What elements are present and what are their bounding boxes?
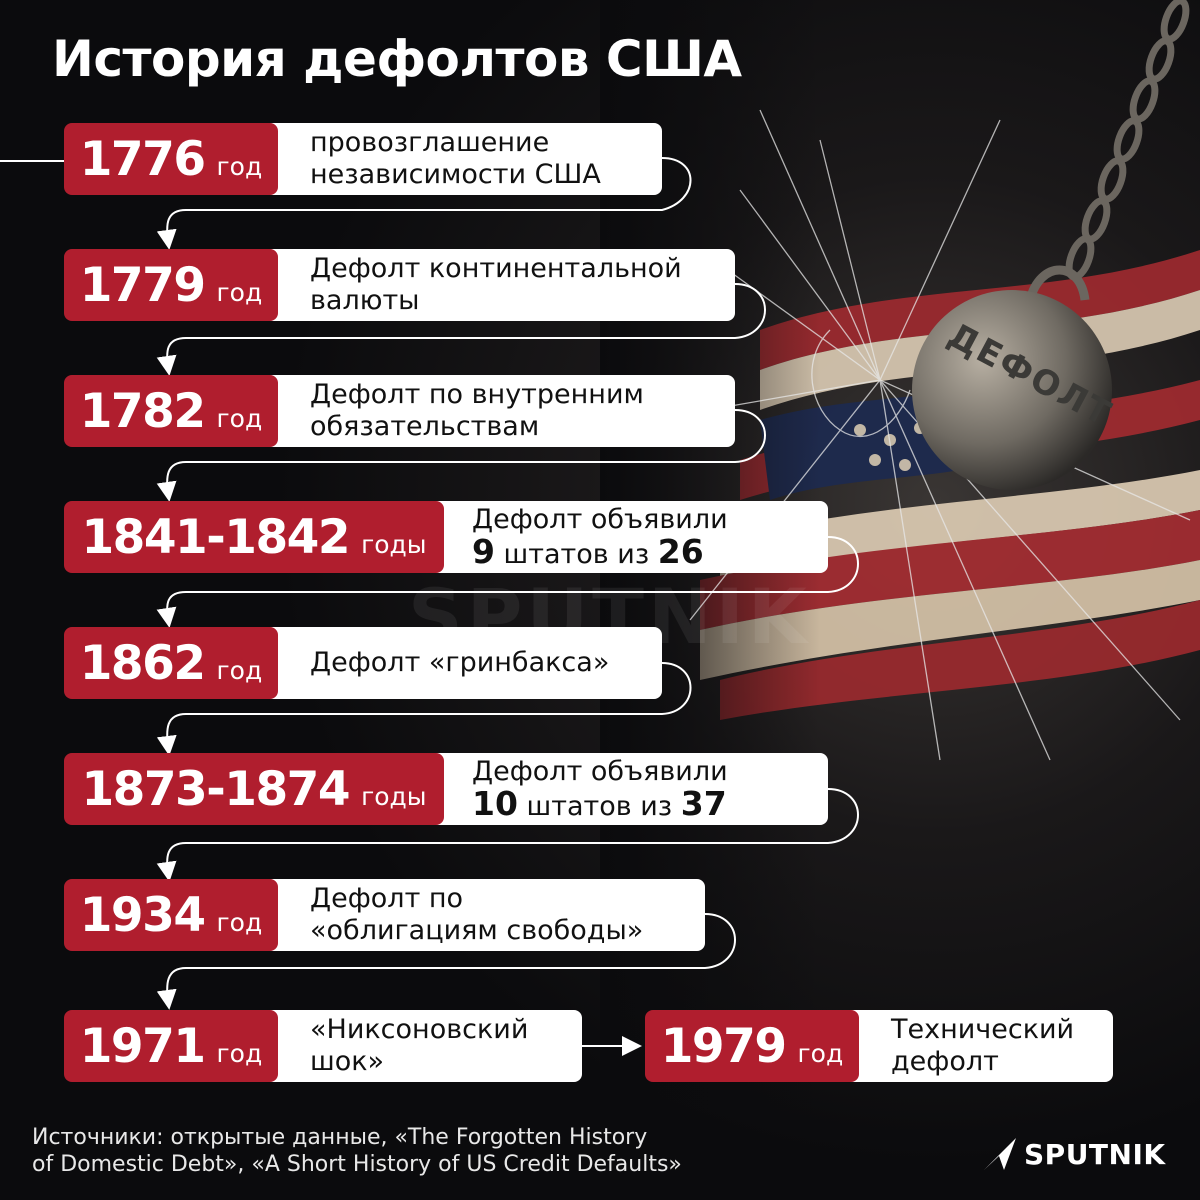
year-unit: год <box>797 1038 844 1068</box>
states-total-count: 37 <box>680 783 727 823</box>
year-unit: годы <box>361 781 427 811</box>
year-number: 1979 <box>660 1018 787 1074</box>
event-text: Дефолт континентальной валюты <box>310 253 682 316</box>
event-text-line1: Дефолт объявили <box>472 503 728 535</box>
year-number: 1779 <box>79 257 206 313</box>
year-unit: год <box>216 403 263 433</box>
states-total-count: 26 <box>657 531 704 571</box>
event-text: Дефолт по «облигациям свободы» <box>310 883 644 946</box>
wrecking-ball <box>912 290 1112 490</box>
timeline-row-1841-1842: 1841-1842 годы Дефолт объявили 9 штатов и… <box>64 501 828 573</box>
year-badge: 1862 год <box>64 627 278 699</box>
timeline-row-1782: 1782 год Дефолт по внутренним обязательс… <box>64 375 735 447</box>
sputnik-logo: SPUTNIK <box>982 1132 1166 1176</box>
year-badge: 1934 год <box>64 879 278 951</box>
event-text: Дефолт «гринбакса» <box>310 647 610 678</box>
event-text: «Никсоновский шок» <box>310 1014 529 1077</box>
year-badge: 1776 год <box>64 123 278 195</box>
event-text-line1: Дефолт объявили <box>472 755 728 787</box>
year-unit: год <box>216 277 263 307</box>
year-number: 1862 <box>79 635 206 691</box>
event-description: Дефолт континентальной валюты <box>270 249 735 321</box>
event-description: Дефолт «гринбакса» <box>270 627 662 699</box>
year-number: 1873-1874 <box>81 761 350 817</box>
sources-note: Источники: открытые данные, «The Forgott… <box>32 1124 792 1178</box>
timeline-row-1779: 1779 год Дефолт континентальной валюты <box>64 249 735 321</box>
timeline-row-1862: 1862 год Дефолт «гринбакса» <box>64 627 662 699</box>
states-defaulted-count: 9 <box>472 531 495 571</box>
timeline-row-1979: 1979 год Технический дефолт <box>645 1010 1113 1082</box>
year-unit: год <box>216 1038 263 1068</box>
sources-line-1: Источники: открытые данные, «The Forgott… <box>32 1125 648 1150</box>
event-description: «Никсоновский шок» <box>270 1010 582 1082</box>
year-badge: 1841-1842 годы <box>64 501 444 573</box>
year-badge: 1873-1874 годы <box>64 753 444 825</box>
sources-line-2: of Domestic Debt», «A Short History of U… <box>32 1152 682 1177</box>
states-connector: штатов из <box>494 538 658 570</box>
year-badge: 1971 год <box>64 1010 278 1082</box>
event-text: Дефолт объявили 9 штатов из 26 <box>472 504 728 571</box>
year-badge: 1782 год <box>64 375 278 447</box>
sputnik-arrow-icon <box>984 1138 1016 1170</box>
event-text: провозглашение независимости США <box>310 127 601 190</box>
year-number: 1934 <box>79 887 206 943</box>
timeline-row-1934: 1934 год Дефолт по «облигациям свободы» <box>64 879 705 951</box>
logo-text: SPUTNIK <box>1024 1137 1166 1171</box>
states-connector: штатов из <box>517 790 681 822</box>
year-number: 1971 <box>79 1018 206 1074</box>
event-description: Дефолт по «облигациям свободы» <box>270 879 705 951</box>
event-description: Дефолт объявили 9 штатов из 26 <box>436 501 828 573</box>
year-number: 1782 <box>79 383 206 439</box>
event-text: Технический дефолт <box>891 1014 1075 1077</box>
timeline-row-1971: 1971 год «Никсоновский шок» <box>64 1010 582 1082</box>
page-title: История дефолтов США <box>52 30 742 88</box>
timeline-lead-line <box>0 160 66 162</box>
year-unit: год <box>216 655 263 685</box>
timeline-row-1873-1874: 1873-1874 годы Дефолт объявили 10 штатов … <box>64 753 828 825</box>
event-description: провозглашение независимости США <box>270 123 662 195</box>
year-badge: 1779 год <box>64 249 278 321</box>
year-unit: год <box>216 907 263 937</box>
year-number: 1776 <box>79 131 206 187</box>
year-unit: год <box>216 151 263 181</box>
year-badge: 1979 год <box>645 1010 859 1082</box>
event-description: Дефолт объявили 10 штатов из 37 <box>436 753 828 825</box>
timeline-row-1776: 1776 год провозглашение независимости СШ… <box>64 123 662 195</box>
year-number: 1841-1842 <box>81 509 350 565</box>
event-description: Технический дефолт <box>851 1010 1113 1082</box>
states-defaulted-count: 10 <box>472 783 518 823</box>
year-unit: годы <box>361 529 427 559</box>
event-text: Дефолт объявили 10 штатов из 37 <box>472 756 728 823</box>
event-text: Дефолт по внутренним обязательствам <box>310 379 644 442</box>
chain <box>1025 0 1190 302</box>
event-description: Дефолт по внутренним обязательствам <box>270 375 735 447</box>
